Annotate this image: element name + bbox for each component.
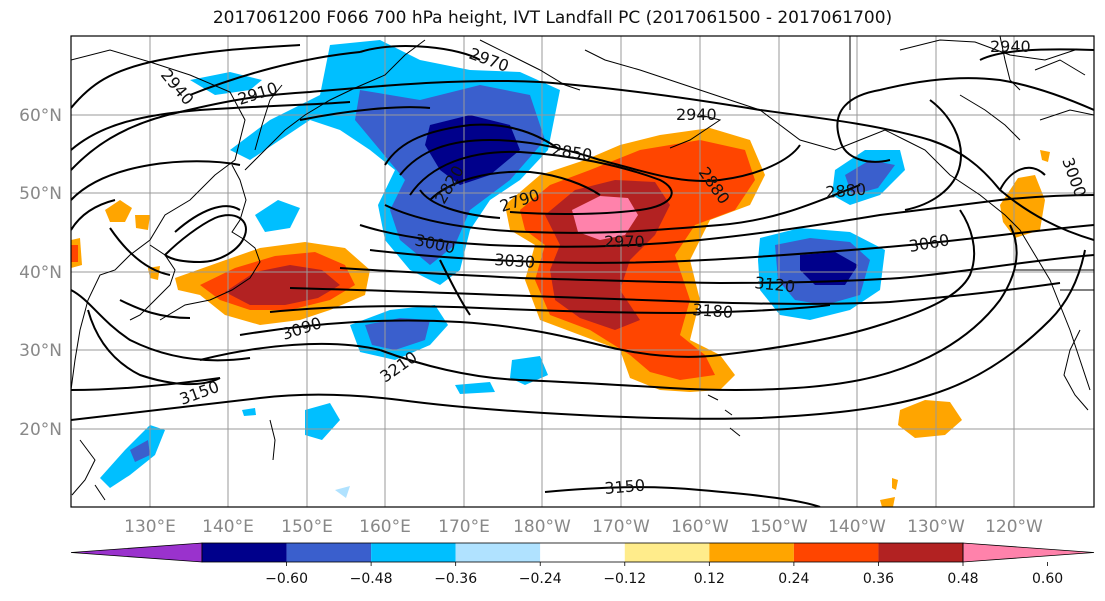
colorbar-outline — [201, 542, 964, 563]
lon-label: 160°E — [359, 517, 411, 537]
colorbar-bin — [878, 543, 963, 562]
lon-label: 120°W — [985, 517, 1043, 537]
colorbar-tick-label: −0.24 — [519, 571, 562, 587]
lon-label: 180°W — [513, 517, 571, 537]
colorbar: −0.60 −0.48 −0.36 −0.24 −0.12 0.12 0.24 0.36 0.4… — [70, 542, 1095, 587]
colorbar-bin — [286, 543, 372, 562]
lon-label: 140°W — [828, 517, 886, 537]
colorbar-bin — [793, 543, 879, 562]
colorbar-tick-label: 0.48 — [947, 571, 978, 587]
colorbar-bin — [709, 543, 794, 562]
colorbar-tick-label: −0.12 — [603, 571, 646, 587]
map-frame — [70, 35, 1095, 508]
colorbar-tick-label: 0.36 — [863, 571, 894, 587]
colorbar-tick-label: −0.60 — [265, 571, 308, 587]
colorbar-bin — [624, 543, 710, 562]
contour-label: 3180 — [692, 300, 734, 322]
colorbar-tick-label: −0.36 — [434, 571, 477, 587]
lat-label: 40°N — [19, 263, 62, 283]
colorbar-tick-label: 0.24 — [778, 571, 809, 587]
longitude-labels: 130°E 140°E 150°E 160°E 170°E 180°W 170°… — [124, 517, 1043, 537]
lon-label: 150°E — [281, 517, 333, 537]
colorbar-bin — [202, 543, 287, 562]
lon-label: 170°E — [438, 517, 490, 537]
lat-label: 50°N — [19, 184, 62, 204]
contour-label: 2940 — [990, 37, 1031, 56]
colorbar-extension-high — [962, 542, 1095, 563]
contour-label: 3030 — [494, 250, 536, 272]
lon-label: 170°W — [592, 517, 650, 537]
colorbar-tick-label: −0.48 — [350, 571, 393, 587]
latitude-labels: 60°N 50°N 40°N 30°N 20°N — [19, 106, 62, 440]
figure-title: 2017061200 F066 700 hPa height, IVT Land… — [212, 8, 893, 28]
colorbar-extension-low — [70, 542, 203, 563]
colorbar-bin — [371, 543, 456, 562]
lat-label: 60°N — [19, 106, 62, 126]
contour-label: 3120 — [754, 273, 796, 296]
height-contours — [71, 44, 1094, 507]
lat-label: 30°N — [19, 341, 62, 361]
colorbar-bin — [455, 543, 541, 562]
colorbar-bin — [540, 543, 625, 562]
colorbar-tick-label: 0.12 — [694, 571, 725, 587]
lat-label: 20°N — [19, 420, 62, 440]
lon-label: 130°W — [907, 517, 965, 537]
contour-label: 3150 — [604, 476, 646, 498]
contour-label: 2880 — [825, 180, 867, 202]
graticule — [71, 36, 1094, 507]
lon-label: 130°E — [124, 517, 176, 537]
lon-label: 140°E — [202, 517, 254, 537]
colorbar-tick-label: 0.60 — [1032, 571, 1063, 587]
contour-label: 2940 — [676, 105, 717, 124]
lon-label: 150°W — [750, 517, 808, 537]
contour-label: 2970 — [604, 232, 645, 251]
lon-label: 160°W — [671, 517, 729, 537]
